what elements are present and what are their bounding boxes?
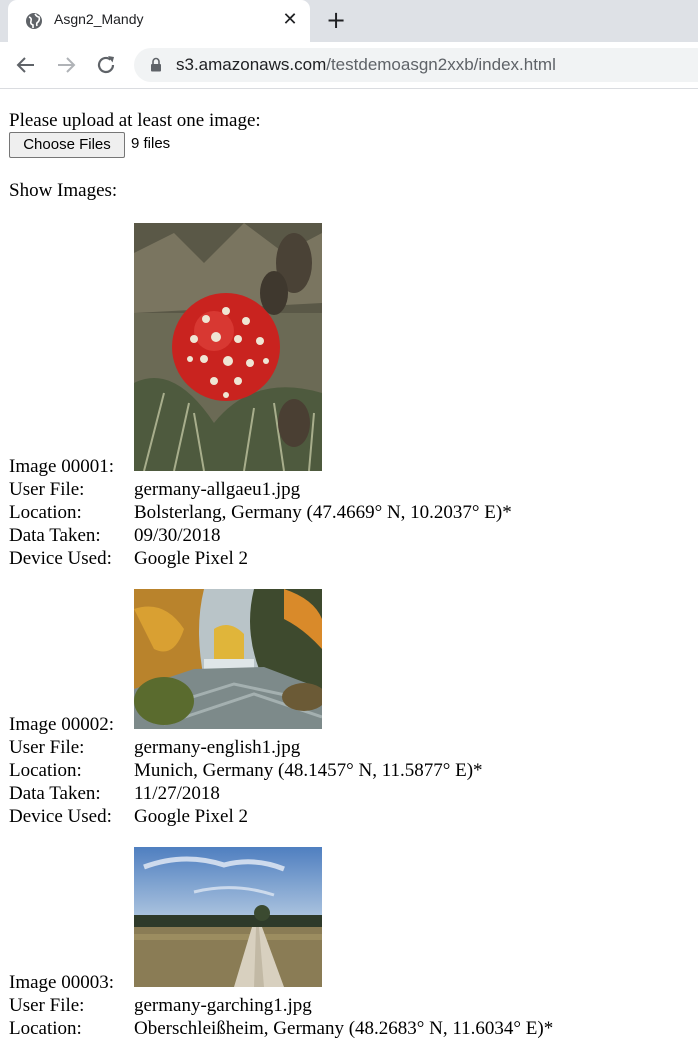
close-icon[interactable]: ✕ [282,9,298,30]
river-photo [134,589,322,729]
mushroom-photo [134,223,322,471]
browser-tab[interactable]: Asgn2_Mandy ✕ [8,0,310,42]
globe-icon [26,13,42,29]
location-label: Location: [9,1018,82,1039]
date-label: Data Taken: [9,783,101,804]
image-id-label: Image 00003: [9,972,115,993]
address-bar[interactable]: s3.amazonaws.com/testdemoasgn2xxb/index.… [134,48,698,82]
forward-arrow-icon[interactable] [54,53,78,77]
image-id-label: Image 00001: [9,456,115,477]
tab-strip: Asgn2_Mandy ✕ + [0,0,698,42]
user-file-label: User File: [9,995,85,1016]
show-images-heading: Show Images: [9,180,118,201]
user-file-label: User File: [9,479,85,500]
user-file-value: germany-english1.jpg [134,737,301,758]
upload-prompt: Please upload at least one image: [9,110,261,131]
date-value: 09/30/2018 [134,525,221,546]
location-value: Munich, Germany (48.1457° N, 11.5877° E)… [134,760,483,781]
url-host: s3.amazonaws.com [176,55,327,74]
device-value: Google Pixel 2 [134,806,248,827]
tab-title: Asgn2_Mandy [54,11,144,27]
date-value: 11/27/2018 [134,783,220,804]
back-arrow-icon[interactable] [14,53,38,77]
field-road-photo [134,847,322,987]
reload-icon[interactable] [94,53,118,77]
selected-file-count: 9 files [131,135,171,152]
url-text: s3.amazonaws.com/testdemoasgn2xxb/index.… [176,55,556,75]
location-label: Location: [9,502,82,523]
location-value: Oberschleißheim, Germany (48.2683° N, 11… [134,1018,554,1039]
browser-toolbar: s3.amazonaws.com/testdemoasgn2xxb/index.… [0,42,698,89]
plus-icon[interactable]: + [325,6,347,34]
choose-files-button[interactable]: Choose Files [9,132,125,158]
user-file-value: germany-allgaeu1.jpg [134,479,301,500]
image-id-label: Image 00002: [9,714,115,735]
location-value: Bolsterlang, Germany (47.4669° N, 10.203… [134,502,512,523]
device-label: Device Used: [9,548,112,569]
user-file-value: germany-garching1.jpg [134,995,312,1016]
user-file-label: User File: [9,737,85,758]
url-path: /testdemoasgn2xxb/index.html [326,55,556,74]
device-label: Device Used: [9,806,112,827]
lock-icon[interactable] [150,57,162,72]
location-label: Location: [9,760,82,781]
device-value: Google Pixel 2 [134,548,248,569]
date-label: Data Taken: [9,525,101,546]
